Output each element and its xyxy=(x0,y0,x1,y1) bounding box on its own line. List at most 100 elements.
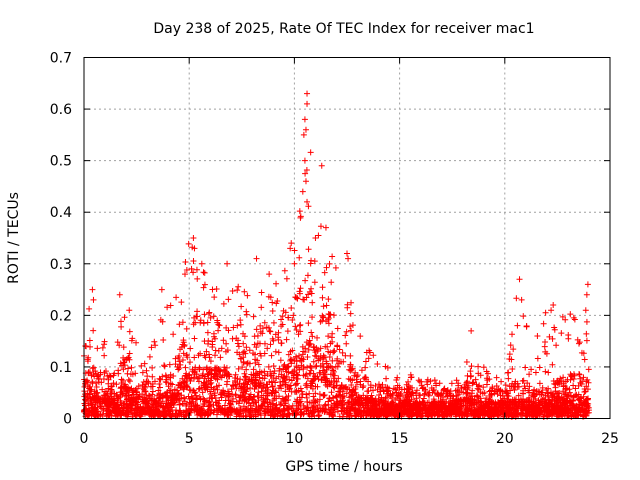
data-point xyxy=(201,311,208,318)
data-point xyxy=(575,340,582,347)
data-point xyxy=(242,373,249,380)
data-point xyxy=(117,394,124,401)
data-point xyxy=(121,362,128,369)
data-point xyxy=(129,411,136,418)
data-point xyxy=(365,402,372,409)
data-point xyxy=(536,391,543,398)
data-point xyxy=(105,376,112,383)
data-point xyxy=(189,395,196,402)
data-point xyxy=(188,265,195,272)
data-point xyxy=(579,402,586,409)
data-point xyxy=(312,398,319,405)
data-point xyxy=(575,382,582,389)
data-point xyxy=(94,373,101,380)
data-point xyxy=(141,360,148,367)
data-point xyxy=(181,395,188,402)
data-point xyxy=(348,382,355,389)
data-point xyxy=(297,357,304,364)
data-point xyxy=(218,394,225,401)
data-point xyxy=(292,412,299,419)
data-point xyxy=(545,400,552,407)
data-point xyxy=(345,255,352,262)
data-point xyxy=(314,383,321,390)
data-point xyxy=(289,317,296,324)
data-point xyxy=(459,411,466,418)
data-point xyxy=(125,376,132,383)
data-point xyxy=(155,387,162,394)
data-point xyxy=(378,396,385,403)
data-point xyxy=(111,407,118,414)
data-point xyxy=(585,404,592,411)
data-point xyxy=(420,384,427,391)
data-point xyxy=(86,407,93,414)
data-point xyxy=(536,364,543,371)
data-point xyxy=(520,390,527,397)
data-point xyxy=(196,393,203,400)
data-point xyxy=(281,267,288,274)
data-point xyxy=(293,389,300,396)
data-point xyxy=(241,333,248,340)
data-point xyxy=(355,401,362,408)
data-point xyxy=(413,387,420,394)
data-point xyxy=(508,383,515,390)
data-point xyxy=(436,380,443,387)
data-point xyxy=(347,363,354,370)
data-point xyxy=(313,362,320,369)
data-point xyxy=(266,328,273,335)
data-point xyxy=(457,406,464,413)
data-point xyxy=(165,383,172,390)
data-point xyxy=(149,373,156,380)
data-point xyxy=(498,378,505,385)
data-point xyxy=(343,340,350,347)
data-point xyxy=(306,370,313,377)
data-point xyxy=(288,305,295,312)
data-point xyxy=(93,411,100,418)
data-point xyxy=(272,331,279,338)
data-point xyxy=(91,405,98,412)
data-point xyxy=(365,387,372,394)
data-point xyxy=(133,398,140,405)
data-point xyxy=(200,284,207,291)
data-point xyxy=(235,343,242,350)
data-point xyxy=(215,347,222,354)
data-point xyxy=(213,383,220,390)
data-point xyxy=(290,312,297,319)
data-point xyxy=(125,384,132,391)
data-point xyxy=(204,329,211,336)
data-point xyxy=(216,322,223,329)
data-point xyxy=(253,255,260,262)
data-point xyxy=(533,412,540,419)
data-point xyxy=(578,380,585,387)
data-point xyxy=(273,280,280,287)
data-point xyxy=(488,391,495,398)
data-point xyxy=(421,391,428,398)
data-point xyxy=(207,314,214,321)
data-point xyxy=(261,319,268,326)
data-point xyxy=(200,395,207,402)
data-point xyxy=(139,391,146,398)
data-point xyxy=(144,409,151,416)
data-point xyxy=(570,397,577,404)
data-point xyxy=(326,409,333,416)
data-point xyxy=(187,399,194,406)
data-point xyxy=(492,405,499,412)
data-point xyxy=(440,386,447,393)
data-point xyxy=(347,310,354,317)
data-point xyxy=(215,327,222,334)
data-point xyxy=(167,302,174,309)
data-point xyxy=(446,390,453,397)
data-point xyxy=(209,286,216,293)
data-point xyxy=(251,378,258,385)
data-point xyxy=(384,390,391,397)
data-point xyxy=(329,253,336,260)
y-tick-label: 0.3 xyxy=(50,257,72,273)
data-point xyxy=(173,294,180,301)
data-point xyxy=(90,405,97,412)
data-point xyxy=(124,355,131,362)
data-point xyxy=(463,359,470,366)
data-point xyxy=(285,314,292,321)
data-point xyxy=(84,381,91,388)
data-point xyxy=(184,354,191,361)
data-point xyxy=(566,399,573,406)
